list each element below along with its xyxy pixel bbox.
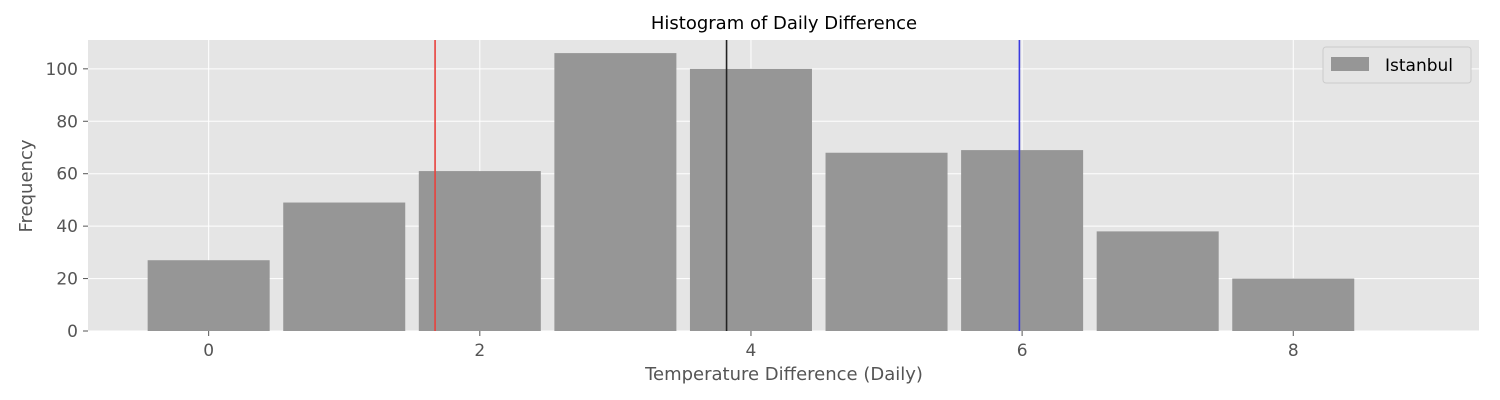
bars — [147, 53, 1355, 332]
x-axis-label: Temperature Difference (Daily) — [644, 364, 923, 385]
x-tick-label-0: 0 — [203, 341, 214, 361]
bar-3 — [554, 53, 677, 332]
legend-label-istanbul: Istanbul — [1385, 56, 1453, 76]
bar-4 — [689, 68, 812, 332]
bar-8 — [1232, 278, 1355, 331]
y-axis-label: Frequency — [16, 139, 37, 232]
x-tick-label-4: 4 — [746, 341, 757, 361]
y-tick-label-40: 40 — [56, 217, 78, 237]
y-tick-label-20: 20 — [56, 270, 78, 290]
bar-1 — [283, 202, 406, 331]
bar-0 — [147, 260, 270, 331]
y-tick-label-0: 0 — [67, 322, 78, 342]
bar-2 — [418, 171, 541, 331]
y-axis-ticks: 0 20 40 60 80 100 — [46, 60, 88, 342]
x-tick-label-8: 8 — [1288, 341, 1299, 361]
y-tick-label-60: 60 — [56, 165, 78, 185]
reference-lines — [434, 40, 1021, 331]
y-tick-label-80: 80 — [56, 112, 78, 132]
legend: Istanbul — [1322, 46, 1472, 84]
y-tick-label-100: 100 — [46, 60, 78, 80]
bar-7 — [1096, 231, 1219, 331]
legend-box — [1322, 46, 1472, 84]
x-tick-label-2: 2 — [474, 341, 485, 361]
legend-swatch-istanbul — [1331, 57, 1369, 71]
chart-title: Histogram of Daily Difference — [651, 13, 917, 34]
x-axis-ticks: 0 2 4 6 8 — [203, 331, 1299, 361]
x-tick-label-6: 6 — [1017, 341, 1028, 361]
bar-6 — [961, 150, 1084, 331]
bar-5 — [825, 152, 948, 331]
